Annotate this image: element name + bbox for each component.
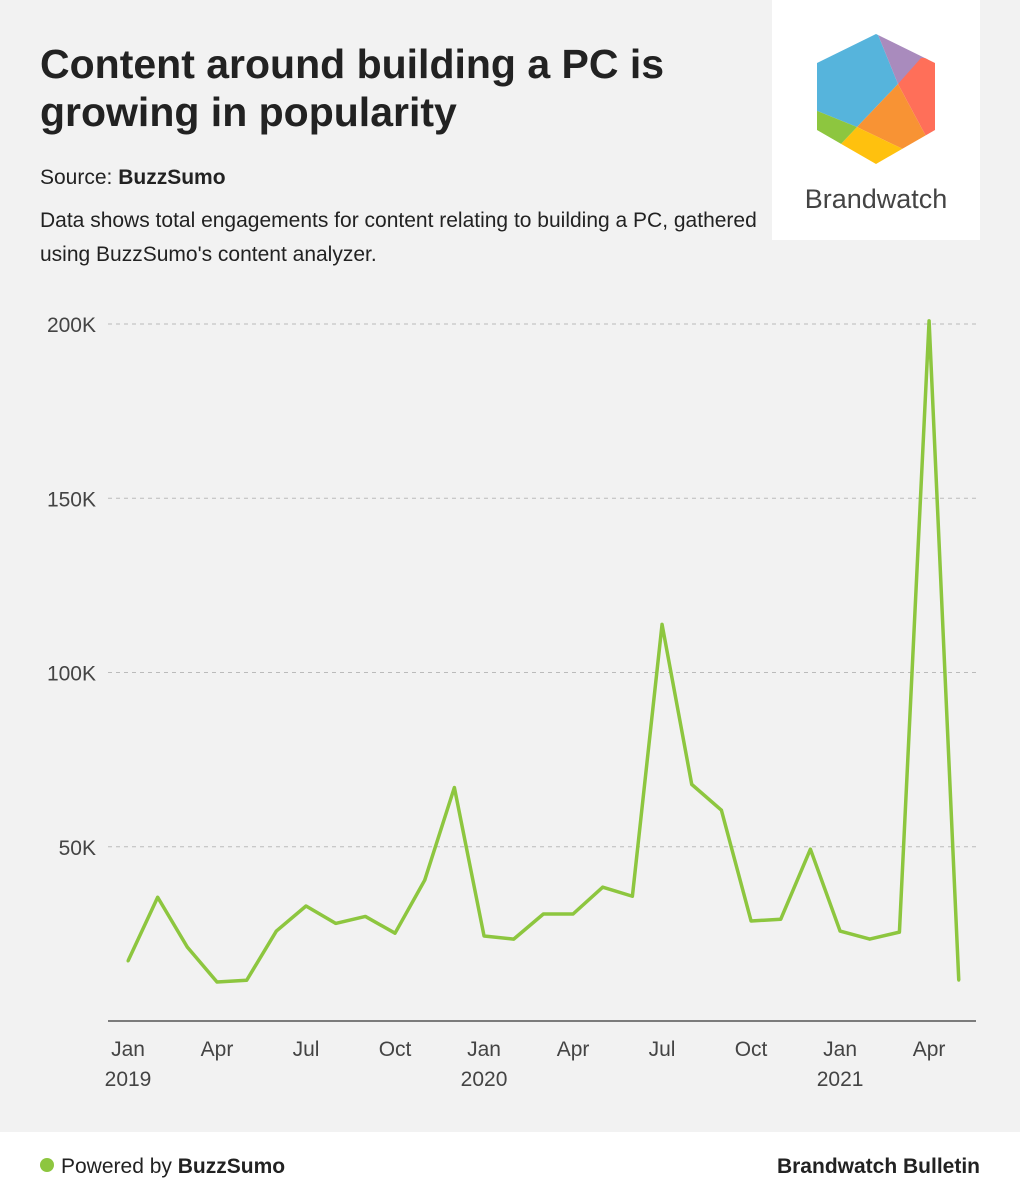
source: Source: BuzzSumo (40, 166, 226, 190)
powered-by: Powered by BuzzSumo (40, 1155, 285, 1179)
x-tick-label: Apr (913, 1038, 946, 1061)
data-point (304, 904, 308, 908)
data-point (630, 894, 634, 898)
data-point (808, 847, 812, 851)
data-point (126, 959, 130, 963)
hexagon-logo-icon (817, 34, 935, 164)
x-tick-label: Jan (467, 1038, 501, 1061)
data-point (571, 912, 575, 916)
brand-name: Brandwatch Bulletin (776, 1155, 980, 1178)
x-tick-label: Oct (735, 1038, 768, 1061)
logo-text: Brandwatch (804, 184, 948, 214)
data-point (274, 929, 278, 933)
y-tick-label: 150K (47, 488, 96, 511)
data-point (215, 980, 219, 984)
data-point (541, 912, 545, 916)
x-tick-label: Jan (823, 1038, 857, 1061)
x-tick-label: Jul (649, 1038, 676, 1061)
data-point (393, 931, 397, 935)
data-point (601, 885, 605, 889)
x-tick-year: 2020 (461, 1068, 508, 1091)
data-point (452, 786, 456, 790)
series-line (126, 319, 961, 984)
brandwatch-logo: Brandwatch (772, 0, 980, 240)
powered-label: Powered by (61, 1155, 172, 1178)
x-tick-label: Apr (201, 1038, 234, 1061)
data-point (185, 945, 189, 949)
data-point (245, 978, 249, 982)
data-point (927, 319, 931, 323)
x-tick-label: Oct (379, 1038, 412, 1061)
source-name: BuzzSumo (118, 166, 226, 189)
data-point (897, 930, 901, 934)
data-point (868, 937, 872, 941)
y-tick-label: 50K (59, 837, 96, 860)
data-point (482, 934, 486, 938)
data-point (838, 929, 842, 933)
footer: Powered by BuzzSumo Brandwatch Bulletin (0, 1132, 1020, 1200)
data-point (690, 782, 694, 786)
data-point (749, 919, 753, 923)
data-point (779, 917, 783, 921)
y-tick-label: 100K (47, 663, 96, 686)
data-point (334, 921, 338, 925)
data-point (423, 878, 427, 882)
data-point (719, 808, 723, 812)
data-point (156, 895, 160, 899)
data-point (363, 914, 367, 918)
x-tick-year: 2019 (105, 1068, 152, 1091)
data-point (957, 978, 961, 982)
source-label: Source: (40, 166, 113, 189)
data-point (512, 937, 516, 941)
y-tick-label: 200K (47, 314, 96, 337)
page-title: Content around building a PC is growing … (40, 41, 665, 135)
x-tick-label: Jan (111, 1038, 145, 1061)
line-chart: 50K 100K 150K 200K Jan 2019 Apr Jul Oct Jan 2020 Ap… (47, 314, 976, 1091)
green-dot-icon (40, 1158, 54, 1172)
data-point (660, 622, 664, 626)
x-tick-year: 2021 (817, 1068, 864, 1091)
x-tick-label: Jul (293, 1038, 320, 1061)
description: Data shows total engagements for content… (40, 209, 757, 266)
powered-name: BuzzSumo (177, 1155, 286, 1178)
x-tick-label: Apr (557, 1038, 590, 1061)
